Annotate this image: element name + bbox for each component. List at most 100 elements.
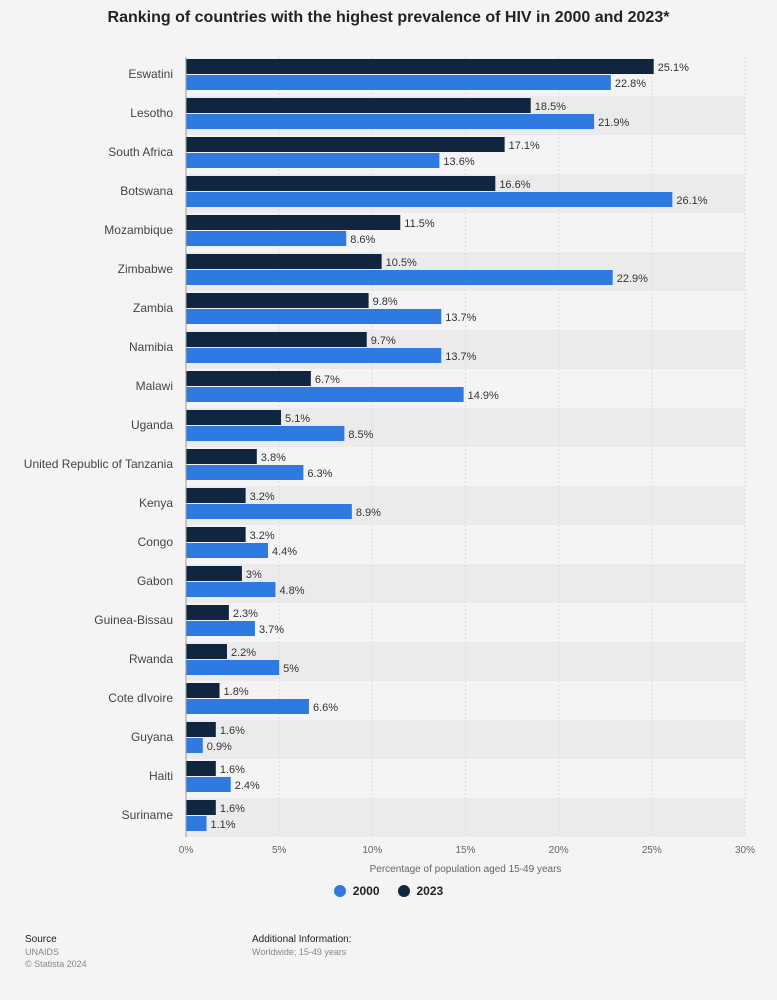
value-label-2000: 13.7% <box>445 312 476 324</box>
bar-2023 <box>186 59 654 74</box>
legend-label-2000: 2000 <box>352 884 380 898</box>
category-label: Zambia <box>133 301 173 315</box>
value-label-2023: 11.5% <box>404 218 435 230</box>
bar-2023 <box>186 98 531 113</box>
value-label-2000: 22.9% <box>617 273 648 285</box>
value-label-2023: 1.8% <box>224 686 249 698</box>
value-label-2023: 16.6% <box>499 179 530 191</box>
legend: 2000 2023 <box>0 884 777 898</box>
value-label-2000: 4.8% <box>279 585 304 597</box>
bar-2000 <box>186 582 276 597</box>
value-label-2000: 13.6% <box>443 156 474 168</box>
category-label: Congo <box>138 535 174 549</box>
category-label: South Africa <box>108 145 173 159</box>
additional-info-heading: Additional Information: <box>252 934 352 945</box>
value-label-2000: 21.9% <box>598 117 629 129</box>
value-label-2023: 25.1% <box>658 62 689 74</box>
bar-2000 <box>186 699 309 714</box>
value-label-2000: 5% <box>283 663 299 675</box>
x-tick-label: 30% <box>735 845 755 856</box>
value-label-2000: 0.9% <box>207 741 232 753</box>
bar-chart: 0% 5% 10% 15% 20% 25% 30% Percentage of populat… <box>24 57 755 875</box>
legend-item-2000[interactable]: 2000 <box>333 884 380 898</box>
category-label: Botswana <box>120 184 173 198</box>
category-label: Gabon <box>137 574 173 588</box>
value-label-2023: 9.7% <box>371 335 396 347</box>
bar-2000 <box>186 192 673 207</box>
category-label: United Republic of Tanzania <box>24 457 174 471</box>
value-label-2000: 22.8% <box>615 78 646 90</box>
bar-2023 <box>186 410 282 425</box>
category-label: Eswatini <box>128 67 173 81</box>
bar-2000 <box>186 777 231 792</box>
source-heading: Source <box>25 934 57 945</box>
bar-2000 <box>186 153 440 168</box>
category-label: Namibia <box>129 340 173 354</box>
category-label: Uganda <box>131 418 173 432</box>
value-label-2000: 6.3% <box>307 468 332 480</box>
x-axis-title: Percentage of population aged 15-49 year… <box>370 864 562 875</box>
x-tick-label: 10% <box>362 845 382 856</box>
bar-2000 <box>186 816 207 831</box>
x-tick-label: 0% <box>179 845 194 856</box>
value-label-2000: 13.7% <box>445 351 476 363</box>
bar-2023 <box>186 293 369 308</box>
bar-2023 <box>186 683 220 698</box>
bar-2000 <box>186 465 304 480</box>
category-label: Guyana <box>131 730 173 744</box>
value-label-2023: 3.8% <box>261 452 286 464</box>
bar-2000 <box>186 114 595 129</box>
value-label-2023: 18.5% <box>535 101 566 113</box>
bar-2023 <box>186 761 216 776</box>
x-tick-label: 15% <box>455 845 475 856</box>
value-label-2000: 26.1% <box>676 195 707 207</box>
bar-2023 <box>186 215 401 230</box>
bar-2000 <box>186 660 280 675</box>
category-label: Zimbabwe <box>118 262 174 276</box>
value-label-2023: 2.3% <box>233 608 258 620</box>
bar-2000 <box>186 387 464 402</box>
bar-2023 <box>186 800 216 815</box>
category-label: Rwanda <box>129 652 173 666</box>
value-label-2000: 1.1% <box>210 819 235 831</box>
source-line-1: UNAIDS <box>25 947 60 957</box>
value-label-2023: 6.7% <box>315 374 340 386</box>
value-label-2023: 9.8% <box>373 296 398 308</box>
bar-2000 <box>186 270 613 285</box>
value-label-2000: 14.9% <box>468 390 499 402</box>
value-label-2000: 3.7% <box>259 624 284 636</box>
bar-2023 <box>186 176 496 191</box>
category-label: Lesotho <box>130 106 173 120</box>
value-label-2000: 8.6% <box>350 234 375 246</box>
value-label-2000: 8.9% <box>356 507 381 519</box>
bar-2000 <box>186 504 352 519</box>
x-tick-label: 20% <box>549 845 569 856</box>
value-label-2023: 3% <box>246 569 262 581</box>
bar-2023 <box>186 605 229 620</box>
bar-2023 <box>186 566 242 581</box>
additional-info-block: Additional Information: Worldwide; 15-49… <box>252 934 352 958</box>
category-label: Haiti <box>149 769 173 783</box>
source-line-2: © Statista 2024 <box>25 959 87 969</box>
bar-2000 <box>186 426 345 441</box>
value-label-2000: 8.5% <box>348 429 373 441</box>
category-label: Kenya <box>139 496 173 510</box>
bar-2000 <box>186 348 442 363</box>
bar-2023 <box>186 371 311 386</box>
chart-title: Ranking of countries with the highest pr… <box>107 9 670 26</box>
legend-item-2023[interactable]: 2023 <box>397 884 443 898</box>
value-label-2000: 4.4% <box>272 546 297 558</box>
value-label-2023: 2.2% <box>231 647 256 659</box>
bar-2023 <box>186 644 227 659</box>
category-label: Suriname <box>122 808 174 822</box>
value-label-2023: 1.6% <box>220 803 245 815</box>
bar-2000 <box>186 309 442 324</box>
bar-2023 <box>186 722 216 737</box>
x-tick-label: 5% <box>272 845 287 856</box>
value-label-2023: 3.2% <box>250 491 275 503</box>
value-label-2023: 1.6% <box>220 725 245 737</box>
bar-2023 <box>186 449 257 464</box>
additional-info-text: Worldwide; 15-49 years <box>252 947 347 957</box>
legend-dot-2023 <box>397 885 410 897</box>
category-label: Guinea-Bissau <box>94 613 173 627</box>
